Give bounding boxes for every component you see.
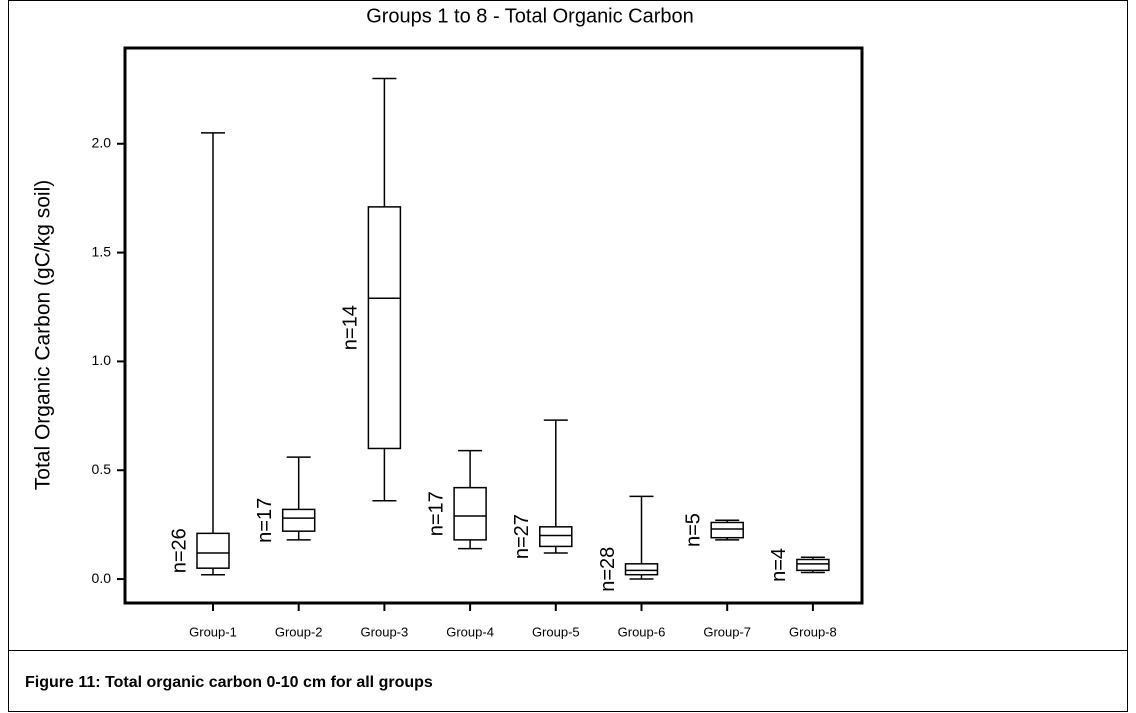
y-axis-label: Total Organic Carbon (gC/kg soil) — [32, 180, 55, 490]
box — [796, 558, 830, 572]
n-label: n=26 — [168, 528, 190, 573]
chart-title: Groups 1 to 8 - Total Organic Carbon — [366, 5, 694, 27]
box — [539, 526, 573, 548]
y-tick-label: 1.5 — [92, 243, 112, 259]
x-tick-label: Group-4 — [446, 624, 494, 639]
n-label: n=28 — [597, 547, 619, 592]
box — [196, 532, 230, 569]
x-tick-label: Group-1 — [189, 624, 237, 639]
n-label: n=14 — [340, 305, 362, 350]
n-label: n=27 — [511, 514, 533, 559]
plot-frame — [123, 46, 864, 605]
x-tick-label: Group-7 — [703, 624, 751, 639]
x-tick-label: Group-5 — [532, 624, 580, 639]
box — [281, 508, 316, 532]
box — [624, 563, 659, 576]
n-label: n=4 — [768, 548, 790, 582]
x-tick-label: Group-6 — [618, 624, 666, 639]
box — [453, 486, 487, 541]
n-label: n=17 — [254, 498, 276, 543]
y-tick-label: 0.0 — [92, 570, 112, 586]
figure-border — [8, 0, 1128, 712]
x-tick-label: Group-3 — [361, 624, 409, 639]
y-tick-label: 0.5 — [92, 461, 112, 477]
box — [367, 206, 402, 450]
n-label: n=5 — [682, 513, 704, 547]
y-tick-label: 2.0 — [92, 134, 112, 150]
caption: Figure 11: Total organic carbon 0-10 cm … — [25, 674, 433, 691]
x-tick-label: Group-8 — [789, 624, 837, 639]
n-label: n=17 — [425, 491, 447, 536]
x-tick-label: Group-2 — [275, 624, 323, 639]
box — [710, 521, 744, 539]
y-tick-label: 1.0 — [92, 352, 112, 368]
